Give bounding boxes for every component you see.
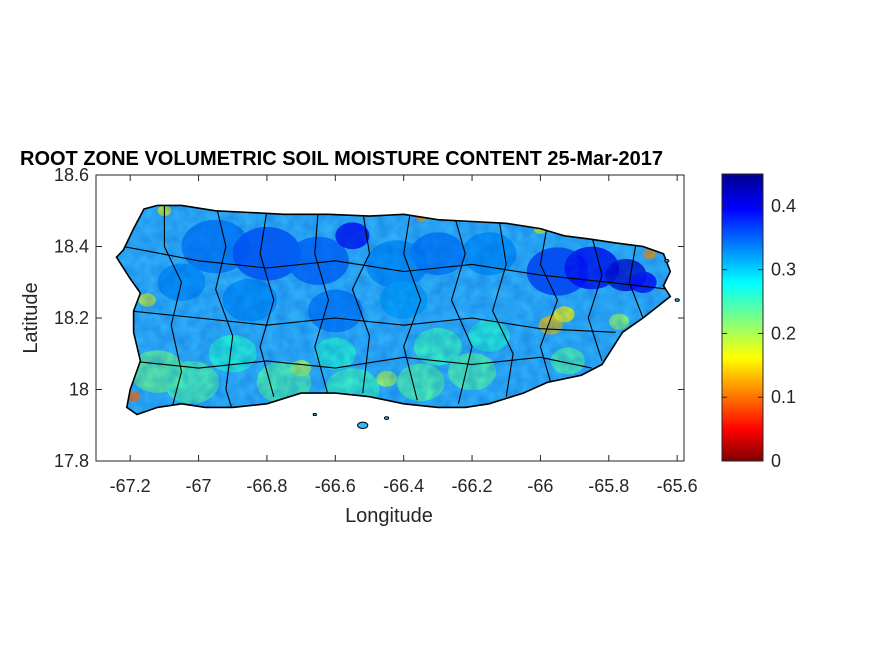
colorbar-tick-label: 0.4 bbox=[771, 196, 796, 216]
islet bbox=[357, 421, 369, 429]
x-axis-ticks: -67.2 -67 -66.8 -66.6 -66.4 -66.2 -66 -65.8 -65.… bbox=[110, 175, 698, 496]
x-tick-label: -65.6 bbox=[657, 476, 698, 496]
colorbar-tick-label: 0.2 bbox=[771, 323, 796, 343]
islet bbox=[384, 416, 390, 420]
x-axis-label: Longitude bbox=[345, 505, 433, 527]
municipal-boundaries bbox=[123, 205, 671, 412]
colorbar-tick-label: 0.1 bbox=[771, 387, 796, 407]
x-tick-label: -66.6 bbox=[315, 476, 356, 496]
municipal-boundary bbox=[163, 205, 183, 412]
municipal-boundary bbox=[215, 205, 234, 412]
municipal-boundary bbox=[259, 210, 275, 397]
islet bbox=[312, 412, 317, 417]
municipal-boundary bbox=[351, 210, 371, 394]
y-tick-label: 18.6 bbox=[54, 165, 89, 185]
x-tick-label: -66.8 bbox=[246, 476, 287, 496]
coastline bbox=[115, 204, 672, 416]
municipal-boundary bbox=[492, 221, 514, 397]
colorbar-gradient bbox=[721, 173, 764, 462]
municipal-boundary bbox=[130, 310, 616, 333]
x-tick-label: -66 bbox=[527, 476, 553, 496]
y-tick-label: 18 bbox=[69, 380, 89, 400]
y-tick-label: 18.4 bbox=[54, 237, 89, 257]
y-axis-label: Latitude bbox=[20, 282, 42, 353]
municipal-boundary bbox=[450, 217, 473, 404]
municipal-boundary bbox=[587, 235, 603, 362]
y-axis-ticks: 17.8 18 18.2 18.4 18.6 bbox=[54, 165, 684, 471]
municipal-boundary bbox=[628, 242, 644, 319]
y-tick-label: 17.8 bbox=[54, 451, 89, 471]
chart-title: ROOT ZONE VOLUMETRIC SOIL MOISTURE CONTE… bbox=[20, 148, 663, 170]
colorbar-tick-label: 0.3 bbox=[771, 260, 796, 280]
x-tick-label: -65.8 bbox=[588, 476, 629, 496]
colorbar-ticks: 0 0.1 0.2 0.3 0.4 bbox=[722, 196, 796, 471]
colorbar: 0 0.1 0.2 0.3 0.4 bbox=[721, 173, 796, 471]
x-tick-label: -66.4 bbox=[383, 476, 424, 496]
municipal-boundary bbox=[130, 356, 592, 369]
y-tick-label: 18.2 bbox=[54, 308, 89, 328]
islet bbox=[674, 298, 680, 302]
x-tick-label: -67.2 bbox=[110, 476, 151, 496]
municipal-boundary bbox=[123, 245, 671, 290]
x-tick-label: -66.2 bbox=[452, 476, 493, 496]
municipal-boundary bbox=[314, 210, 330, 397]
municipal-boundary bbox=[403, 210, 422, 401]
x-tick-label: -67 bbox=[186, 476, 212, 496]
colorbar-tick-label: 0 bbox=[771, 451, 781, 471]
islet bbox=[664, 259, 670, 263]
offshore-islets bbox=[312, 259, 680, 429]
